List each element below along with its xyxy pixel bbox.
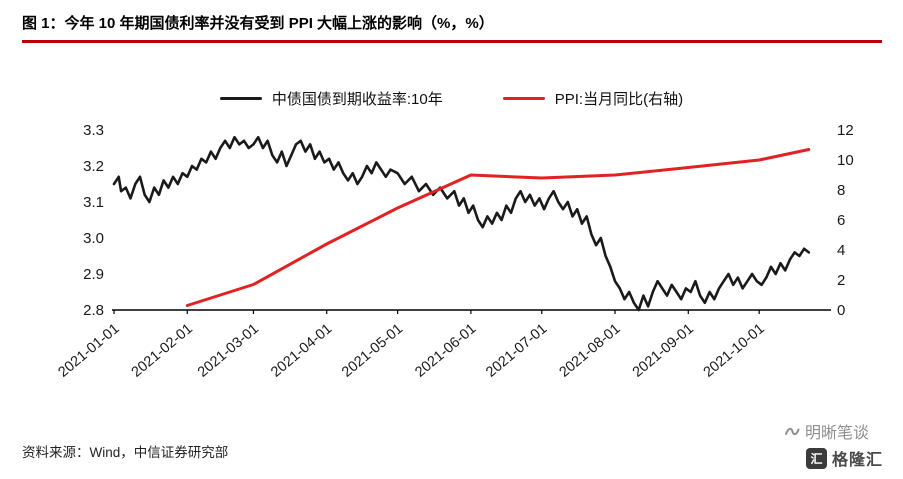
chart-legend: 中债国债到期收益率:10年 PPI:当月同比(右轴) xyxy=(0,88,903,109)
legend-swatch-black-line xyxy=(219,96,262,101)
y-left-tick-label: 3.2 xyxy=(83,158,104,175)
source-note: 资料来源：Wind，中信证券研究部 xyxy=(22,445,229,460)
series-line-1 xyxy=(185,148,811,307)
x-tick-label: 2021-08-01 xyxy=(556,321,623,381)
x-tick-label: 2021-02-01 xyxy=(129,321,196,381)
y-right-tick-label: 2 xyxy=(837,272,845,289)
gelonghui-logo-glyph: 汇 xyxy=(810,451,823,466)
y-left-tick-label: 2.9 xyxy=(83,266,104,283)
watermark-gelonghui: 汇 格隆汇 xyxy=(805,446,883,470)
legend-item-ppi: PPI:当月同比(右轴) xyxy=(502,88,684,109)
x-tick-label: 2021-04-01 xyxy=(268,321,335,381)
y-left-tick-label: 2.8 xyxy=(83,302,104,319)
x-tick-label: 2021-07-01 xyxy=(483,321,550,381)
series-line-0 xyxy=(112,135,811,312)
gelonghui-logo-icon: 汇 xyxy=(805,447,827,469)
x-tick-label: 2021-05-01 xyxy=(339,321,406,381)
x-tick-label: 2021-01-01 xyxy=(55,321,122,381)
legend-swatch-red-line xyxy=(502,96,545,101)
y-right-tick-label: 8 xyxy=(837,182,845,199)
legend-item-yield: 中债国债到期收益率:10年 xyxy=(219,88,443,109)
x-tick-label: 2021-10-01 xyxy=(701,321,768,381)
y-right-tick-label: 0 xyxy=(837,302,845,319)
legend-label-yield: 中债国债到期收益率:10年 xyxy=(271,91,443,108)
watermark-text: 明晰笔谈 xyxy=(804,425,869,442)
title-divider xyxy=(22,40,882,43)
brand-mark-icon xyxy=(784,427,800,436)
y-left-tick-label: 3.3 xyxy=(83,122,104,139)
y-right-tick-label: 6 xyxy=(837,212,845,229)
y-right-tick-label: 12 xyxy=(837,122,854,139)
gelonghui-logo-text: 格隆汇 xyxy=(831,452,883,469)
legend-label-ppi: PPI:当月同比(右轴) xyxy=(554,91,684,108)
y-right-tick-label: 4 xyxy=(837,242,845,259)
y-left-tick-label: 3.1 xyxy=(83,194,104,211)
x-tick-label: 2021-03-01 xyxy=(195,321,262,381)
figure-title: 图 1：今年 10 年期国债利率并没有受到 PPI 大幅上涨的影响（%，%） xyxy=(22,15,494,32)
y-right-tick-label: 10 xyxy=(837,152,854,169)
watermark-mingxibitan: 明晰笔谈 xyxy=(784,419,869,443)
x-tick-label: 2021-06-01 xyxy=(412,321,479,381)
x-tick-label: 2021-09-01 xyxy=(630,321,697,381)
y-left-tick-label: 3.0 xyxy=(83,230,104,247)
